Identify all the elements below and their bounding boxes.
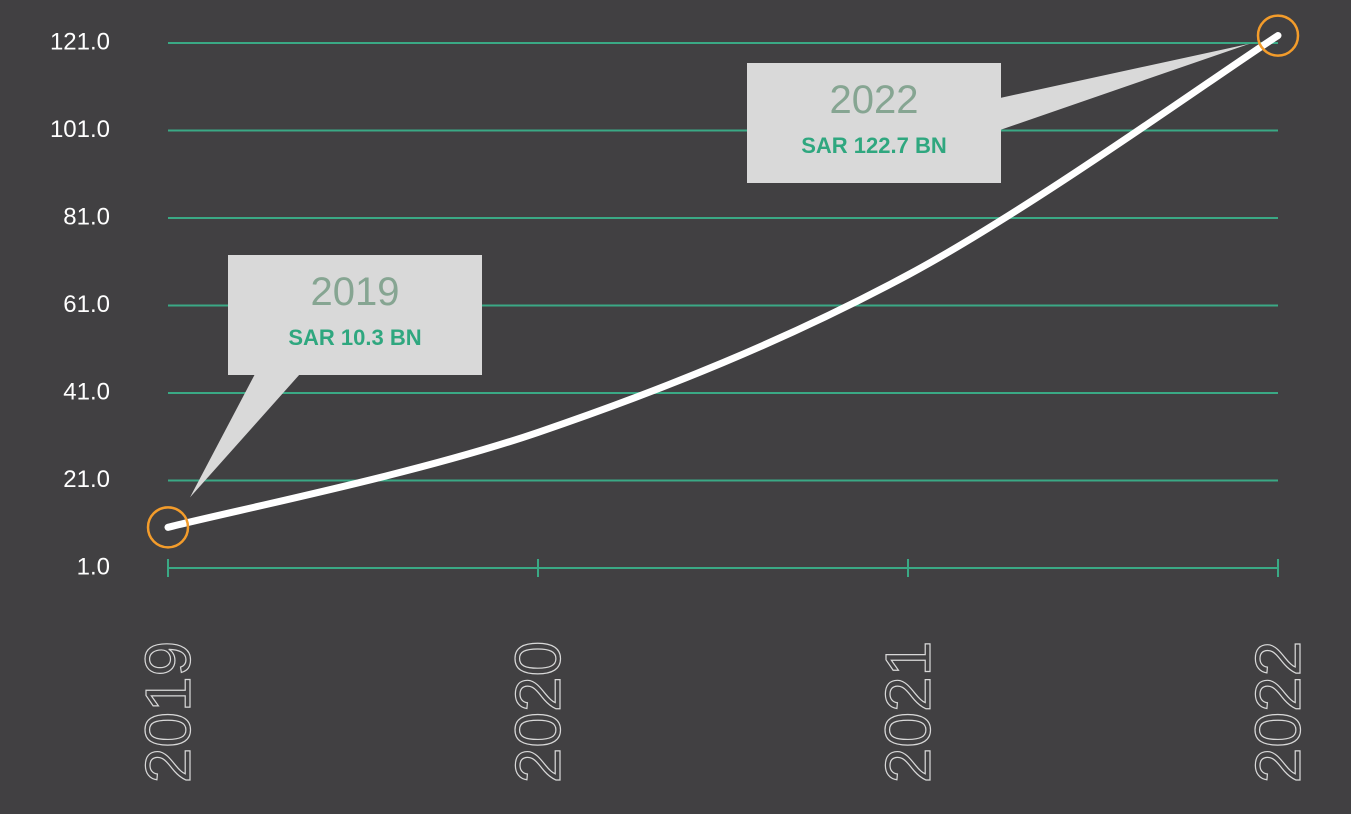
x-tick-label: 2019 — [132, 641, 204, 783]
y-tick-label: 81.0 — [63, 203, 110, 230]
x-tick-label: 2022 — [1242, 641, 1314, 783]
callout-year: 2022 — [830, 78, 919, 122]
y-tick-label: 101.0 — [50, 116, 110, 143]
y-tick-label: 21.0 — [63, 466, 110, 493]
highlight-point — [146, 506, 190, 549]
y-tick-label: 41.0 — [63, 378, 110, 405]
x-tick-label: 2021 — [872, 641, 944, 783]
callout-tail — [1000, 43, 1250, 130]
highlight-point — [1256, 14, 1300, 57]
y-tick-label: 1.0 — [77, 553, 110, 580]
callout-year: 2019 — [311, 270, 400, 314]
x-tick-label: 2020 — [502, 641, 574, 783]
y-tick-label: 61.0 — [63, 291, 110, 318]
y-tick-label: 121.0 — [50, 28, 110, 55]
callout-box — [747, 63, 1001, 183]
callout-label: SAR 10.3 BN — [288, 325, 421, 350]
callout-box — [228, 255, 482, 375]
line — [164, 32, 1282, 531]
callout-tail — [190, 374, 300, 498]
callout-label: SAR 122.7 BN — [801, 133, 947, 158]
